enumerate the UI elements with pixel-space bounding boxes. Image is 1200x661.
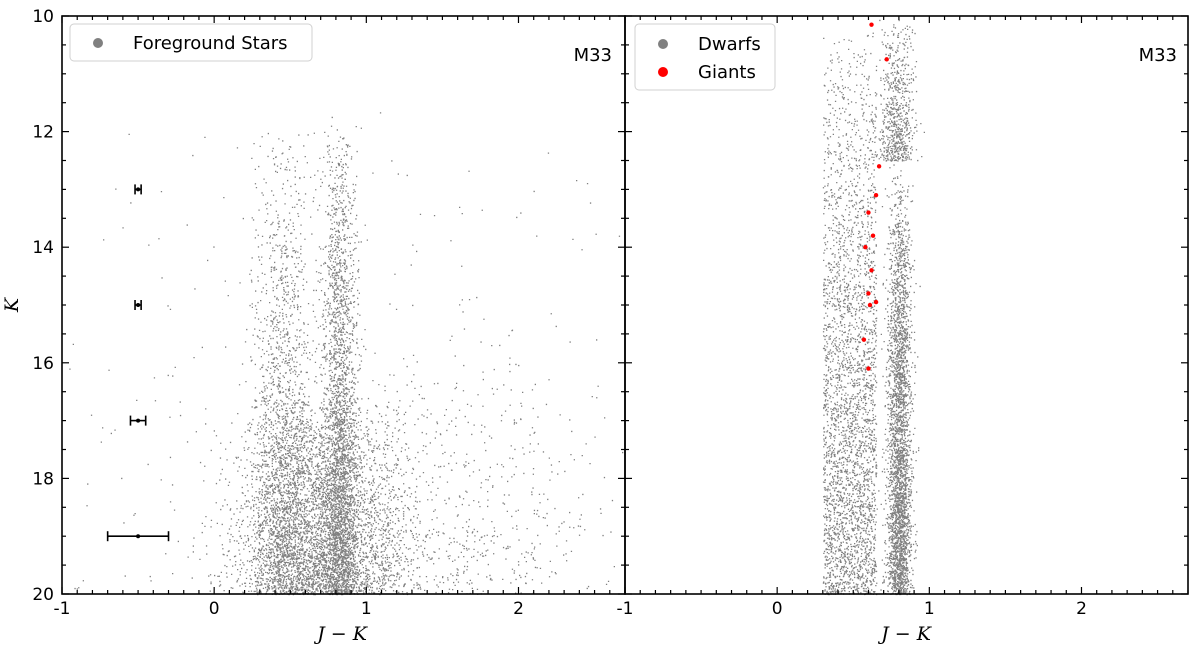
- left-legend-box: [69, 23, 313, 62]
- giant-point: [869, 268, 874, 273]
- giant-point: [869, 22, 874, 27]
- giant-point: [866, 210, 871, 215]
- giant-point: [866, 366, 871, 371]
- giant-point: [884, 57, 889, 62]
- legend-label-giants: Giants: [698, 62, 756, 83]
- y-axis-label: K: [1, 296, 23, 313]
- left-x-axis-label: J − K: [313, 623, 369, 645]
- giant-point: [861, 337, 867, 342]
- error-bar: [134, 300, 142, 310]
- x-tick-label: 0: [772, 599, 783, 619]
- scatter-points-foreground-stars: [69, 112, 624, 596]
- x-tick-label: -1: [54, 599, 71, 619]
- legend-marker-giants: [658, 67, 668, 77]
- y-tick-label: 16: [32, 354, 54, 374]
- x-tick-label: 1: [361, 599, 372, 619]
- x-tick-label: 0: [209, 599, 220, 619]
- right-panel-label: M33: [1139, 45, 1177, 66]
- right-panel: -1 0 1 2 M33 J − K Dwarfs Giants: [617, 15, 1189, 645]
- x-tick-label: 1: [924, 599, 935, 619]
- right-x-axis-label: J − K: [877, 623, 933, 645]
- giant-point: [867, 302, 873, 308]
- right-scatter-points: [822, 19, 925, 596]
- legend-label-dwarfs: Dwarfs: [698, 34, 761, 55]
- x-tick-label: 2: [1076, 599, 1087, 619]
- giant-point: [873, 299, 879, 305]
- giant-point: [863, 245, 868, 250]
- left-error-bars: [106, 184, 170, 542]
- x-tick-label: -1: [617, 599, 634, 619]
- giant-point: [870, 233, 876, 238]
- y-tick-label: 14: [32, 238, 54, 258]
- legend-marker-dwarfs: [658, 39, 668, 49]
- left-legend: Foreground Stars: [69, 23, 313, 62]
- legend-marker-foreground: [93, 38, 103, 48]
- y-tick-label: 20: [32, 585, 54, 605]
- giant-point: [876, 164, 882, 169]
- left-panel-label: M33: [574, 45, 612, 66]
- right-legend: Dwarfs Giants: [634, 23, 776, 91]
- legend-label-foreground: Foreground Stars: [133, 33, 288, 54]
- error-bar: [134, 184, 142, 195]
- error-bar: [106, 531, 170, 542]
- left-scatter-points: [69, 112, 624, 596]
- y-tick-label: 18: [32, 469, 54, 489]
- x-tick-label: 2: [513, 599, 524, 619]
- y-tick-label: 10: [32, 7, 54, 27]
- right-ticks: -1 0 1 2: [617, 15, 1189, 619]
- y-tick-label: 12: [32, 123, 54, 143]
- right-legend-box: [634, 23, 776, 91]
- error-bar: [129, 415, 147, 426]
- giant-point: [866, 291, 871, 296]
- scatter-points-dwarfs: [822, 19, 925, 596]
- giant-point: [873, 192, 879, 198]
